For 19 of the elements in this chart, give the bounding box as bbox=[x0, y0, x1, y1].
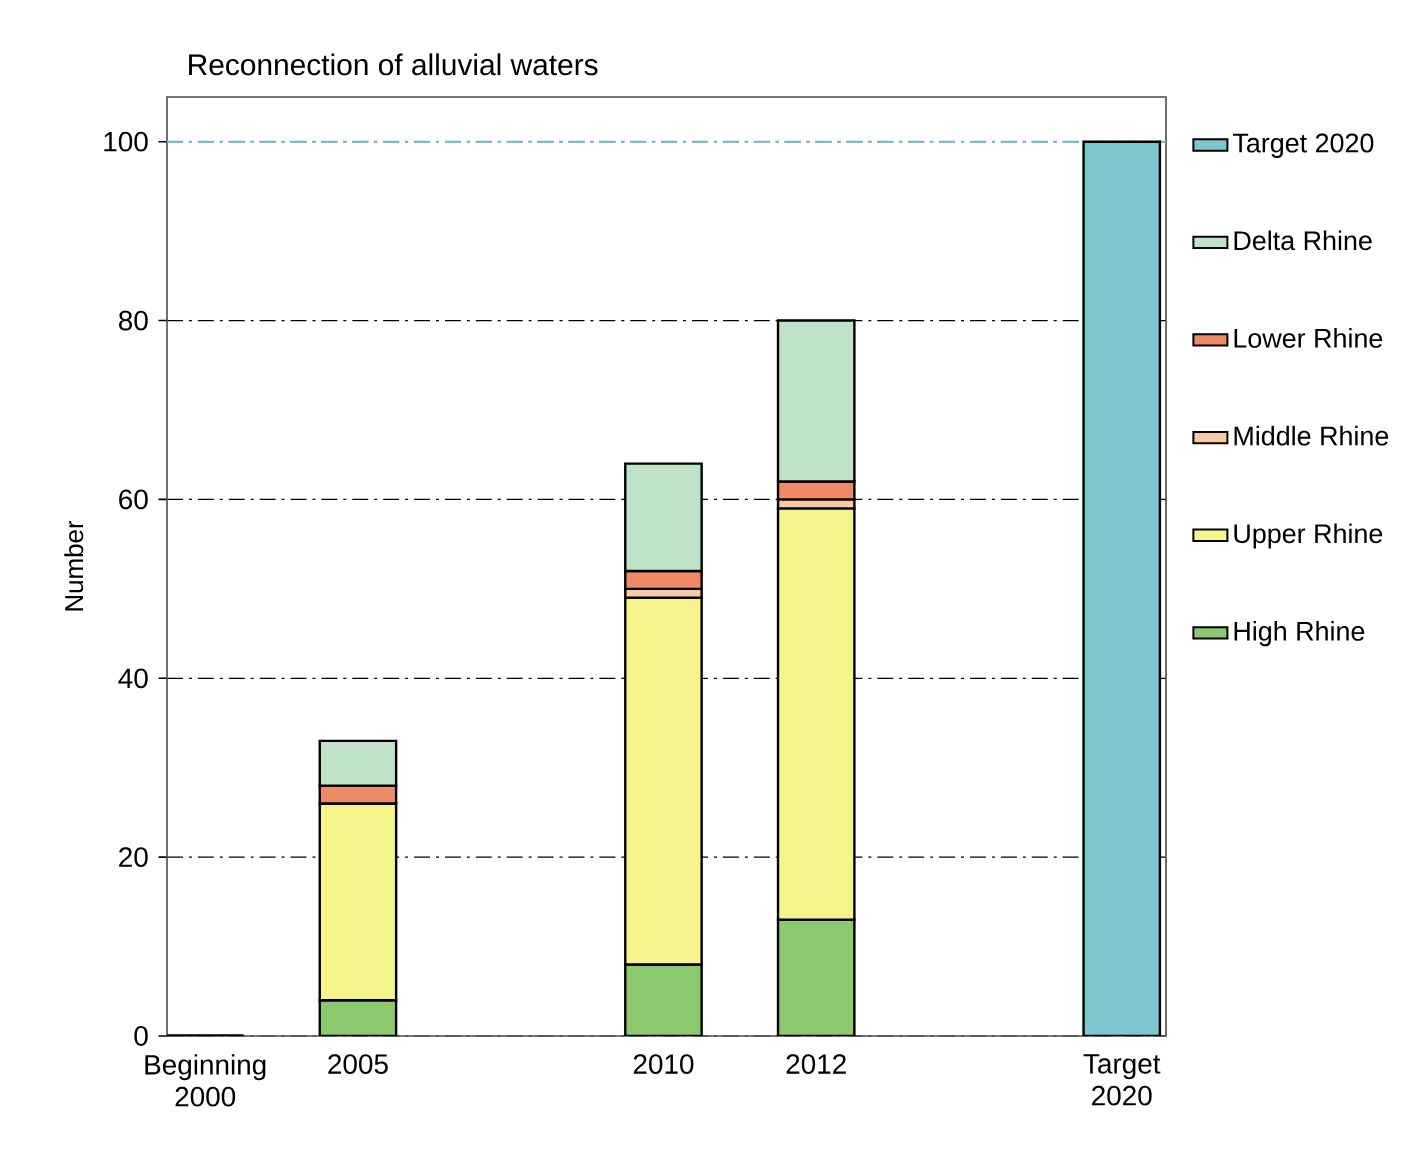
y-tick-label: 60 bbox=[119, 489, 148, 510]
y-tick-label: 100 bbox=[104, 131, 148, 152]
y-tick-label: 40 bbox=[118, 668, 148, 689]
legend-label: Lower Rhine bbox=[1234, 328, 1383, 348]
y-tick-label: 80 bbox=[118, 310, 148, 331]
x-tick-label: Target 2020 bbox=[1083, 1054, 1161, 1106]
x-tick-label: 2012 bbox=[786, 1054, 846, 1074]
y-tick-label: 0 bbox=[134, 1026, 148, 1046]
x-tick-label: 2010 bbox=[633, 1054, 694, 1074]
chart-title: Reconnection of alluvial waters bbox=[189, 53, 598, 76]
legend-label: Upper Rhine bbox=[1234, 523, 1383, 549]
y-tick-label: 20 bbox=[119, 847, 148, 868]
legend-label: High Rhine bbox=[1234, 621, 1365, 647]
x-tick-label: 2005 bbox=[328, 1054, 388, 1074]
y-axis-title: Number bbox=[64, 520, 84, 611]
legend-label: Delta Rhine bbox=[1234, 230, 1372, 251]
x-tick-label: Beginning 2000 bbox=[145, 1054, 266, 1107]
legend-label: Target 2020 bbox=[1232, 133, 1374, 158]
legend-label: Middle Rhine bbox=[1234, 425, 1389, 446]
